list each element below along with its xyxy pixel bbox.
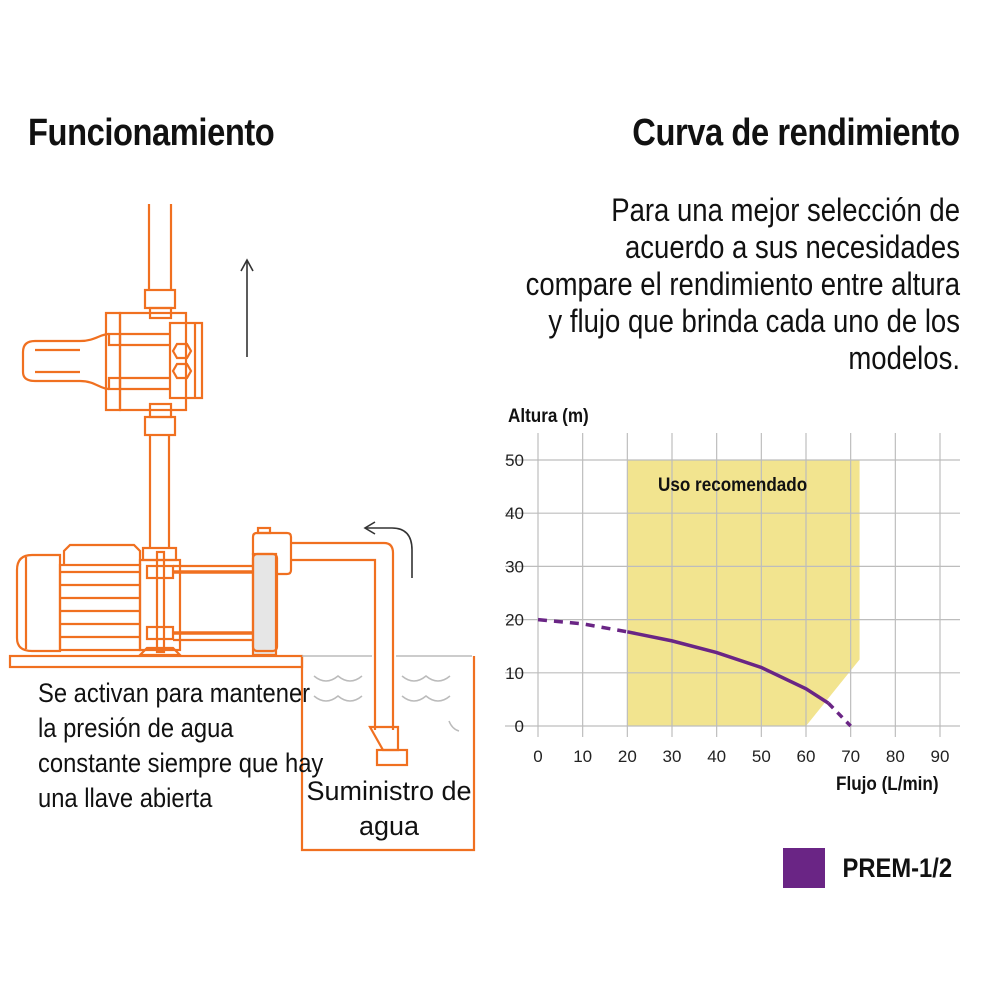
- x-tick-label: 40: [707, 747, 726, 766]
- y-tick-label: 0: [515, 717, 524, 736]
- y-axis-label: Altura (m): [508, 406, 589, 427]
- x-tick-label: 30: [663, 747, 682, 766]
- x-tick-label: 50: [752, 747, 771, 766]
- x-tick-label: 70: [841, 747, 860, 766]
- region-label: Uso recomendado: [658, 475, 808, 496]
- title-funcionamiento: Funcionamiento: [28, 112, 275, 154]
- y-tick-label: 30: [505, 557, 524, 576]
- recommended-region: [627, 460, 860, 726]
- title-curva-rendimiento: Curva de rendimiento: [632, 112, 961, 154]
- y-tick-label: 20: [505, 611, 524, 630]
- y-tick-label: 10: [505, 664, 524, 683]
- x-tick-label: 60: [797, 747, 816, 766]
- x-tick-label: 90: [931, 747, 950, 766]
- x-tick-label: 80: [886, 747, 905, 766]
- water-supply-label: Suministro de agua: [306, 776, 472, 841]
- y-tick-label: 40: [505, 504, 524, 523]
- legend-swatch: [783, 848, 826, 888]
- x-axis-label: Flujo (L/min): [836, 774, 939, 795]
- chart-description: Para una mejor selección de acuerdo a su…: [525, 192, 960, 376]
- x-tick-label: 10: [573, 747, 592, 766]
- series-line-dashed-end: [827, 701, 852, 728]
- y-tick-label: 50: [505, 451, 524, 470]
- legend-label: PREM-1/2: [842, 852, 953, 883]
- x-tick-label: 20: [618, 747, 637, 766]
- legend: PREM-1/2: [783, 848, 960, 888]
- operation-description: Se activan para mantener la presión de a…: [38, 678, 324, 813]
- x-tick-label: 0: [533, 747, 542, 766]
- series-line-solid: [626, 630, 830, 705]
